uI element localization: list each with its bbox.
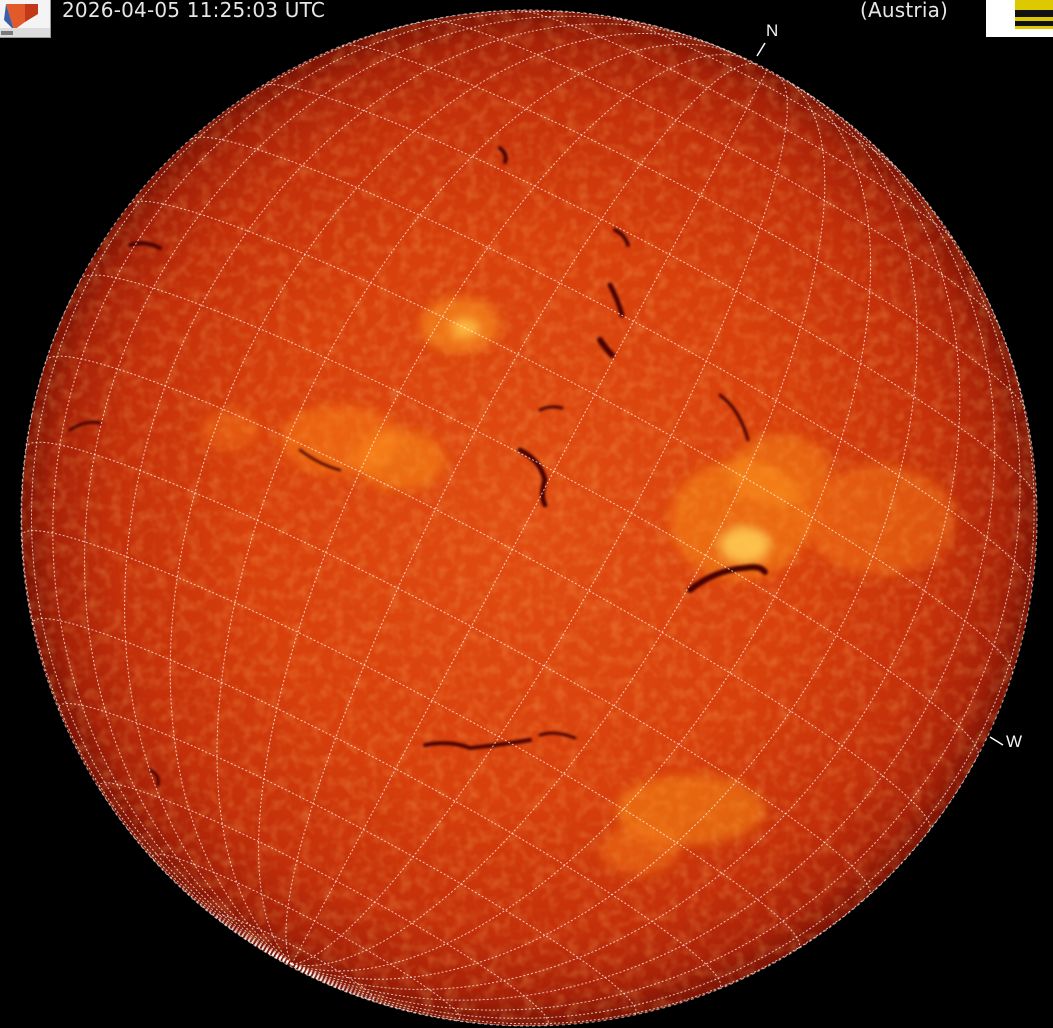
grid-line [291,119,996,1001]
grid-line [216,43,736,965]
grid-line [21,279,293,965]
grid-line [30,10,499,965]
grid-line [261,84,1037,499]
grid-line [703,40,827,107]
grid-line [21,530,800,950]
grid-line [291,963,307,976]
grid-line [291,86,872,972]
filaments [68,146,768,787]
observation-timestamp: 2026-04-05 11:25:03 UTC [62,0,326,22]
grid-line [274,957,292,965]
west-label: W [1006,732,1023,751]
north-tick [756,42,766,57]
grid-line [98,782,549,1026]
grid-line [52,10,628,965]
grid-line [291,81,826,967]
grid-line [124,23,706,965]
grid-line [291,75,788,965]
grid-line [100,790,293,965]
west-tick [989,736,1004,746]
observatory-logo-icon [0,0,51,38]
plage-regions [200,297,955,875]
grid-line [258,54,746,965]
grid-line [31,618,722,990]
disk-limb-outline [20,9,1038,1027]
grid-line [291,259,1035,1019]
institution-logo-icon [986,0,1053,37]
observatory-location: (Austria) [860,0,949,22]
grid-line [83,15,683,965]
grid-line [285,63,757,965]
grid-line [291,157,1021,1011]
grid-line [291,104,961,990]
grid-line [191,136,1033,587]
grid-line [608,15,901,172]
north-label: N [766,21,779,40]
grid-line [517,10,957,244]
grid-line [291,756,978,1025]
grid-line [427,19,999,325]
